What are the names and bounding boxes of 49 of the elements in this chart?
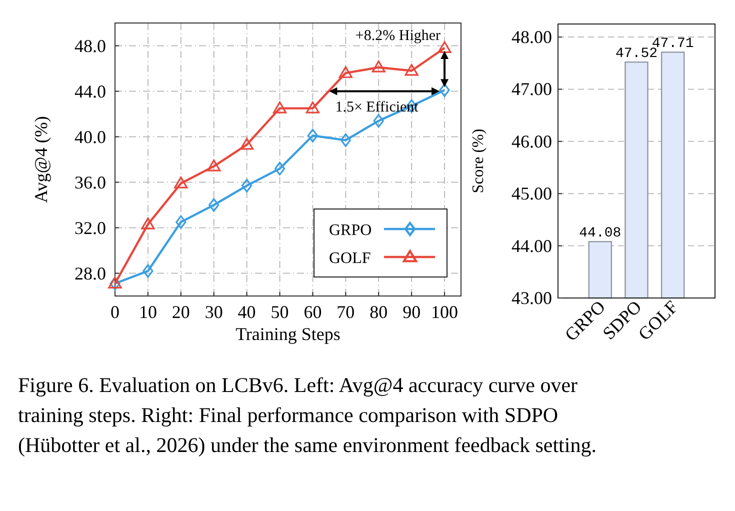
y-tick-label: 32.0 bbox=[74, 218, 106, 238]
point bbox=[340, 133, 351, 147]
y-tick-label: 36.0 bbox=[74, 172, 106, 192]
point bbox=[141, 218, 155, 230]
y-tick-label: 48.00 bbox=[512, 27, 552, 48]
caption: Figure 6. Evaluation on LCBv6. Left: Avg@4 accuracy curve over training steps. Right: Final performance comparison with SDPO (Hübotter et al., 2026) under the same environment feedback setting. bbox=[18, 373, 596, 457]
y-tick-label: 48.0 bbox=[74, 36, 106, 56]
point bbox=[373, 114, 384, 128]
x-tick-label: 30 bbox=[204, 302, 223, 322]
y-tick-label: 47.00 bbox=[512, 79, 552, 100]
x-tick-label: 100 bbox=[431, 302, 458, 322]
x-axis-title: Training Steps bbox=[236, 324, 340, 344]
point bbox=[404, 64, 418, 76]
point bbox=[240, 138, 254, 150]
y-tick-label: 45.00 bbox=[512, 184, 552, 204]
point bbox=[272, 102, 287, 114]
x-tick-label: 0 bbox=[110, 302, 120, 322]
x-tick-label: 50 bbox=[270, 302, 289, 322]
point bbox=[208, 198, 220, 212]
y-tick-label: 43.00 bbox=[512, 288, 552, 308]
point bbox=[176, 215, 186, 229]
point bbox=[207, 160, 221, 172]
y-tick-label: 46.00 bbox=[512, 131, 552, 152]
annotation: +8.2% Higher bbox=[355, 28, 441, 44]
point bbox=[338, 66, 352, 78]
y-tick-label: 44.00 bbox=[512, 236, 552, 256]
y-axis-title: Avg@4 (%) bbox=[31, 116, 51, 203]
point bbox=[307, 128, 318, 142]
point bbox=[174, 176, 188, 188]
y-tick-label: 28.0 bbox=[74, 263, 106, 284]
point bbox=[372, 60, 386, 72]
y-tick-label: 44.0 bbox=[74, 81, 106, 102]
data-label: 44.08 bbox=[579, 226, 622, 242]
x-tick-label: 20 bbox=[172, 302, 190, 322]
x-tick-label: 90 bbox=[402, 302, 421, 322]
y-axis-title: Score (%) bbox=[470, 128, 487, 194]
point bbox=[306, 102, 320, 114]
x-tick-label: 10 bbox=[138, 302, 157, 322]
point bbox=[142, 264, 154, 278]
legend-label: GOLF bbox=[329, 250, 371, 267]
x-tick-label: 40 bbox=[238, 302, 256, 322]
x-tick-label: 70 bbox=[336, 302, 355, 322]
point bbox=[439, 83, 450, 97]
point bbox=[274, 162, 286, 176]
x-tick-label: 60 bbox=[304, 302, 322, 322]
legend-label: GRPO bbox=[329, 222, 372, 239]
point bbox=[242, 178, 252, 192]
x-tick-label: 80 bbox=[370, 302, 388, 322]
y-tick-label: 40.0 bbox=[74, 126, 106, 147]
